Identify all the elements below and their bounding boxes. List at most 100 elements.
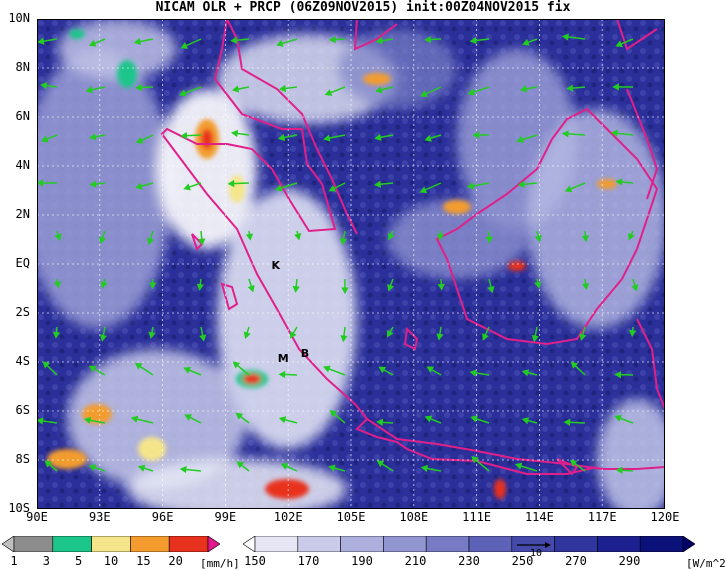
wind-arrow-head [236,461,245,469]
colorbar-cell [468,536,513,552]
wind-arrow-head [183,366,191,374]
colorbar-cell [425,536,470,552]
olr-precip-map: K M B [37,19,665,509]
wind-arrow-head [100,281,108,289]
wind-arrow-head [183,183,191,191]
wind-arrow-head [54,233,62,242]
wind-arrow-head [615,466,623,474]
wind-vectors [37,33,639,474]
precip-unit: [mm/h] [200,557,240,570]
precip-colorbar [2,536,220,552]
wind-arrow-head [89,180,97,188]
wind-arrow-head [231,85,240,93]
lon-label: 93E [88,510,111,524]
lon-label: 99E [214,510,237,524]
wind-arrow-head [375,86,383,94]
wind-arrow-head [83,416,92,424]
wind-arrow-head [278,84,287,93]
wind-arrow-head [135,83,143,92]
wind-arrow-head [149,282,157,290]
wind-arrow-head [628,232,635,241]
wind-arrow-head [40,135,49,143]
colorbar-cell [254,536,299,552]
colorbar-label: 230 [458,554,480,568]
wind-arrow-head [230,36,238,44]
wind-arrow-head [387,283,395,292]
colorbar-label: 210 [404,554,427,568]
wind-arrow-head [424,35,432,44]
reference-vector-label: 10 [530,548,543,559]
wind-arrow-head [534,234,542,243]
wind-arrow-head [328,185,337,192]
wind-arrow-head [135,182,143,190]
wind-arrow-head [40,82,48,90]
colorbar-cell [168,536,209,552]
colorbar-cell [13,536,54,552]
wind-arrow-head [561,130,569,138]
wind-arrow-head [247,284,255,293]
wind-arrow-head [85,86,93,94]
lon-label: 117E [587,510,617,524]
wind-arrow-head [378,366,387,374]
colorbar-cell [639,536,684,552]
wind-arrow-head [135,136,144,144]
wind-arrow-head [137,464,146,472]
wind-arrow-head [614,414,622,422]
wind-arrow-head [42,361,50,369]
wind-arrow-head [534,281,542,289]
lon-label: 102E [273,510,303,524]
wind-arrow-head [230,129,239,138]
wind-arrow-head [329,410,338,418]
wind-arrow-head [324,89,333,96]
colorbar-label: 250 [511,554,534,568]
lon-label: 111E [462,510,492,524]
lat-lon-grid [37,19,665,509]
wind-arrow-head [196,283,204,291]
wind-arrow-head [323,365,331,373]
wind-arrow-head [386,329,394,338]
colorbar-cell [91,536,131,552]
location-marker: M [278,352,289,365]
wind-arrow-head [179,465,187,474]
wind-arrow-head [44,460,53,468]
lat-label: 10N [8,11,30,25]
wind-arrow-head [521,369,530,377]
wind-arrow-head [374,133,382,141]
wind-arrow-head [424,134,432,142]
wind-arrow-head [232,361,241,369]
wind-arrow-head [37,417,44,425]
lat-label: 6S [15,403,30,417]
wind-arrow-head [180,131,188,140]
wind-arrow-head [516,135,524,143]
colorbar-cell [297,536,341,552]
colorbar-label: 5 [75,554,83,568]
lat-label: 2N [15,207,30,221]
wind-arrow-head [53,281,62,289]
wind-arrow-head [37,179,44,187]
lat-label: 2S [15,305,30,319]
wind-arrow-head [615,178,623,186]
colorbar-cell [340,536,384,552]
wind-arrow-head [485,236,493,244]
wind-arrow-head [388,232,395,241]
wind-arrow-head [581,235,590,243]
wind-arrow-head [610,129,618,137]
wind-arrow-head [227,179,235,188]
colorbar-label: 170 [297,554,320,568]
lon-label: 105E [336,510,366,524]
lat-label: 10S [8,501,30,515]
wind-arrow-head [467,88,476,96]
colorbar-cell [597,536,641,552]
wind-arrow-head [469,36,477,45]
wind-arrow-head [376,418,384,426]
location-marker: B [301,347,309,360]
chart-title: NICAM OLR + PRCP (06Z09NOV2015) init:00Z… [155,0,571,15]
olr-unit: [W/m^2] [686,557,726,570]
wind-arrow-head [521,417,530,425]
wind-arrow-head [531,334,539,343]
wind-arrow-head [88,39,97,47]
wind-arrow-head [419,186,428,194]
wind-arrow-head [522,38,530,46]
location-marker: K [271,259,280,272]
wind-arrow-head [339,238,348,246]
